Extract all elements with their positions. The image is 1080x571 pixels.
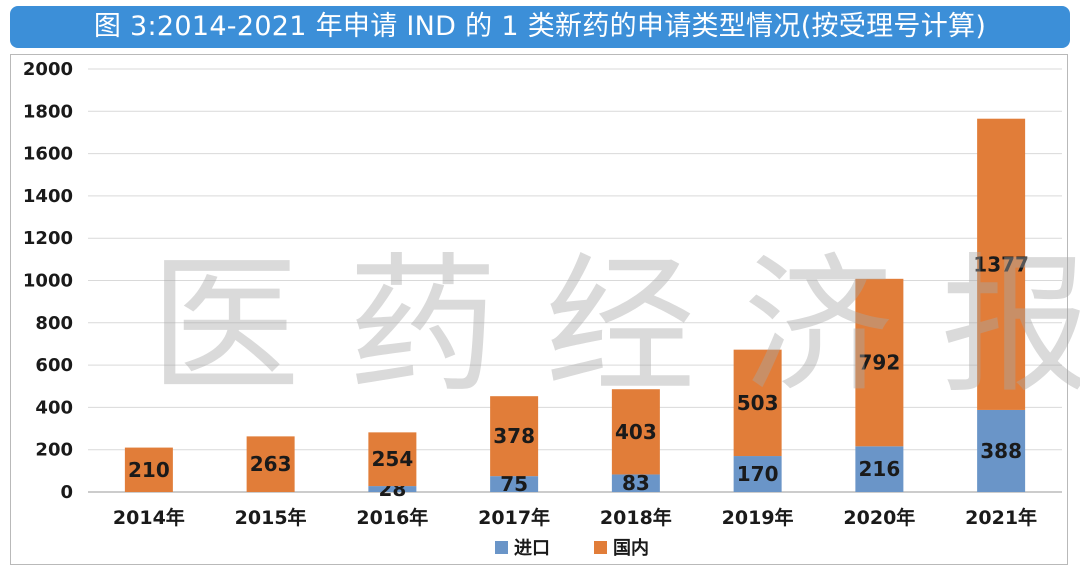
x-tick-label: 2014年 — [113, 506, 185, 529]
bar-segment-domestic — [855, 278, 904, 447]
legend: 进口 国内 — [495, 537, 649, 559]
bar-segment-import — [855, 446, 904, 492]
y-tick-label: 1200 — [23, 228, 73, 249]
data-label: 503 — [737, 391, 779, 415]
y-tick-label: 1400 — [23, 186, 73, 207]
x-tick-label: 2018年 — [600, 506, 672, 529]
x-tick-label: 2015年 — [235, 506, 307, 529]
bar-segment-import — [611, 474, 660, 492]
x-tick-label: 2020年 — [843, 506, 915, 529]
y-tick-label: 1600 — [23, 144, 73, 165]
data-label: 83 — [622, 471, 650, 495]
data-label: 254 — [372, 447, 414, 471]
bar-segment-domestic — [124, 447, 173, 492]
y-tick-label: 2000 — [23, 59, 73, 80]
y-tick-label: 0 — [60, 482, 73, 503]
data-label: 403 — [615, 420, 657, 444]
x-tick-label: 2017年 — [478, 506, 550, 529]
y-tick-label: 600 — [35, 355, 73, 376]
chart-frame — [10, 54, 1068, 565]
data-label: 216 — [859, 457, 901, 481]
data-label: 170 — [737, 462, 779, 486]
bar-segment-domestic — [977, 118, 1026, 410]
x-tick-label: 2016年 — [356, 506, 428, 529]
bar-segment-domestic — [611, 389, 660, 475]
y-tick-label: 400 — [35, 397, 73, 418]
data-label: 792 — [859, 351, 901, 375]
data-label: 378 — [493, 424, 535, 448]
x-axis: 2014年 2015年 2016年 2017年 2018年 2019年 2020年 2021年 — [113, 506, 1037, 529]
data-label: 1377 — [973, 252, 1029, 276]
x-tick-label: 2021年 — [965, 506, 1037, 529]
bar-segment-import — [490, 476, 539, 492]
data-label: 388 — [980, 439, 1022, 463]
bar-segment-domestic — [490, 396, 539, 477]
legend-swatch — [495, 541, 508, 554]
bar-segment-import — [368, 486, 417, 492]
bar-segment-import — [977, 409, 1026, 492]
bar-segment-domestic — [246, 436, 295, 492]
legend-label: 进口 — [514, 538, 550, 559]
chart-title: 图 3:2014-2021 年申请 IND 的 1 类新药的申请类型情况(按受理… — [10, 6, 1070, 48]
y-axis: 0 200 400 600 800 1000 1200 1400 1600 1800 2000 — [23, 59, 73, 503]
watermark-text: 医 药 经 济 报 — [150, 240, 1080, 414]
y-tick-label: 1000 — [23, 271, 73, 292]
legend-label: 国内 — [613, 537, 649, 559]
data-label: 210 — [128, 458, 170, 482]
bar-segment-domestic — [733, 349, 782, 457]
x-tick-label: 2019年 — [722, 506, 794, 529]
legend-swatch — [594, 541, 607, 554]
bar-segment-import — [733, 456, 782, 492]
y-tick-label: 800 — [35, 313, 73, 334]
bar-segment-domestic — [368, 432, 417, 487]
data-label: 263 — [250, 452, 292, 476]
y-tick-label: 200 — [35, 440, 73, 461]
y-tick-label: 1800 — [23, 101, 73, 122]
